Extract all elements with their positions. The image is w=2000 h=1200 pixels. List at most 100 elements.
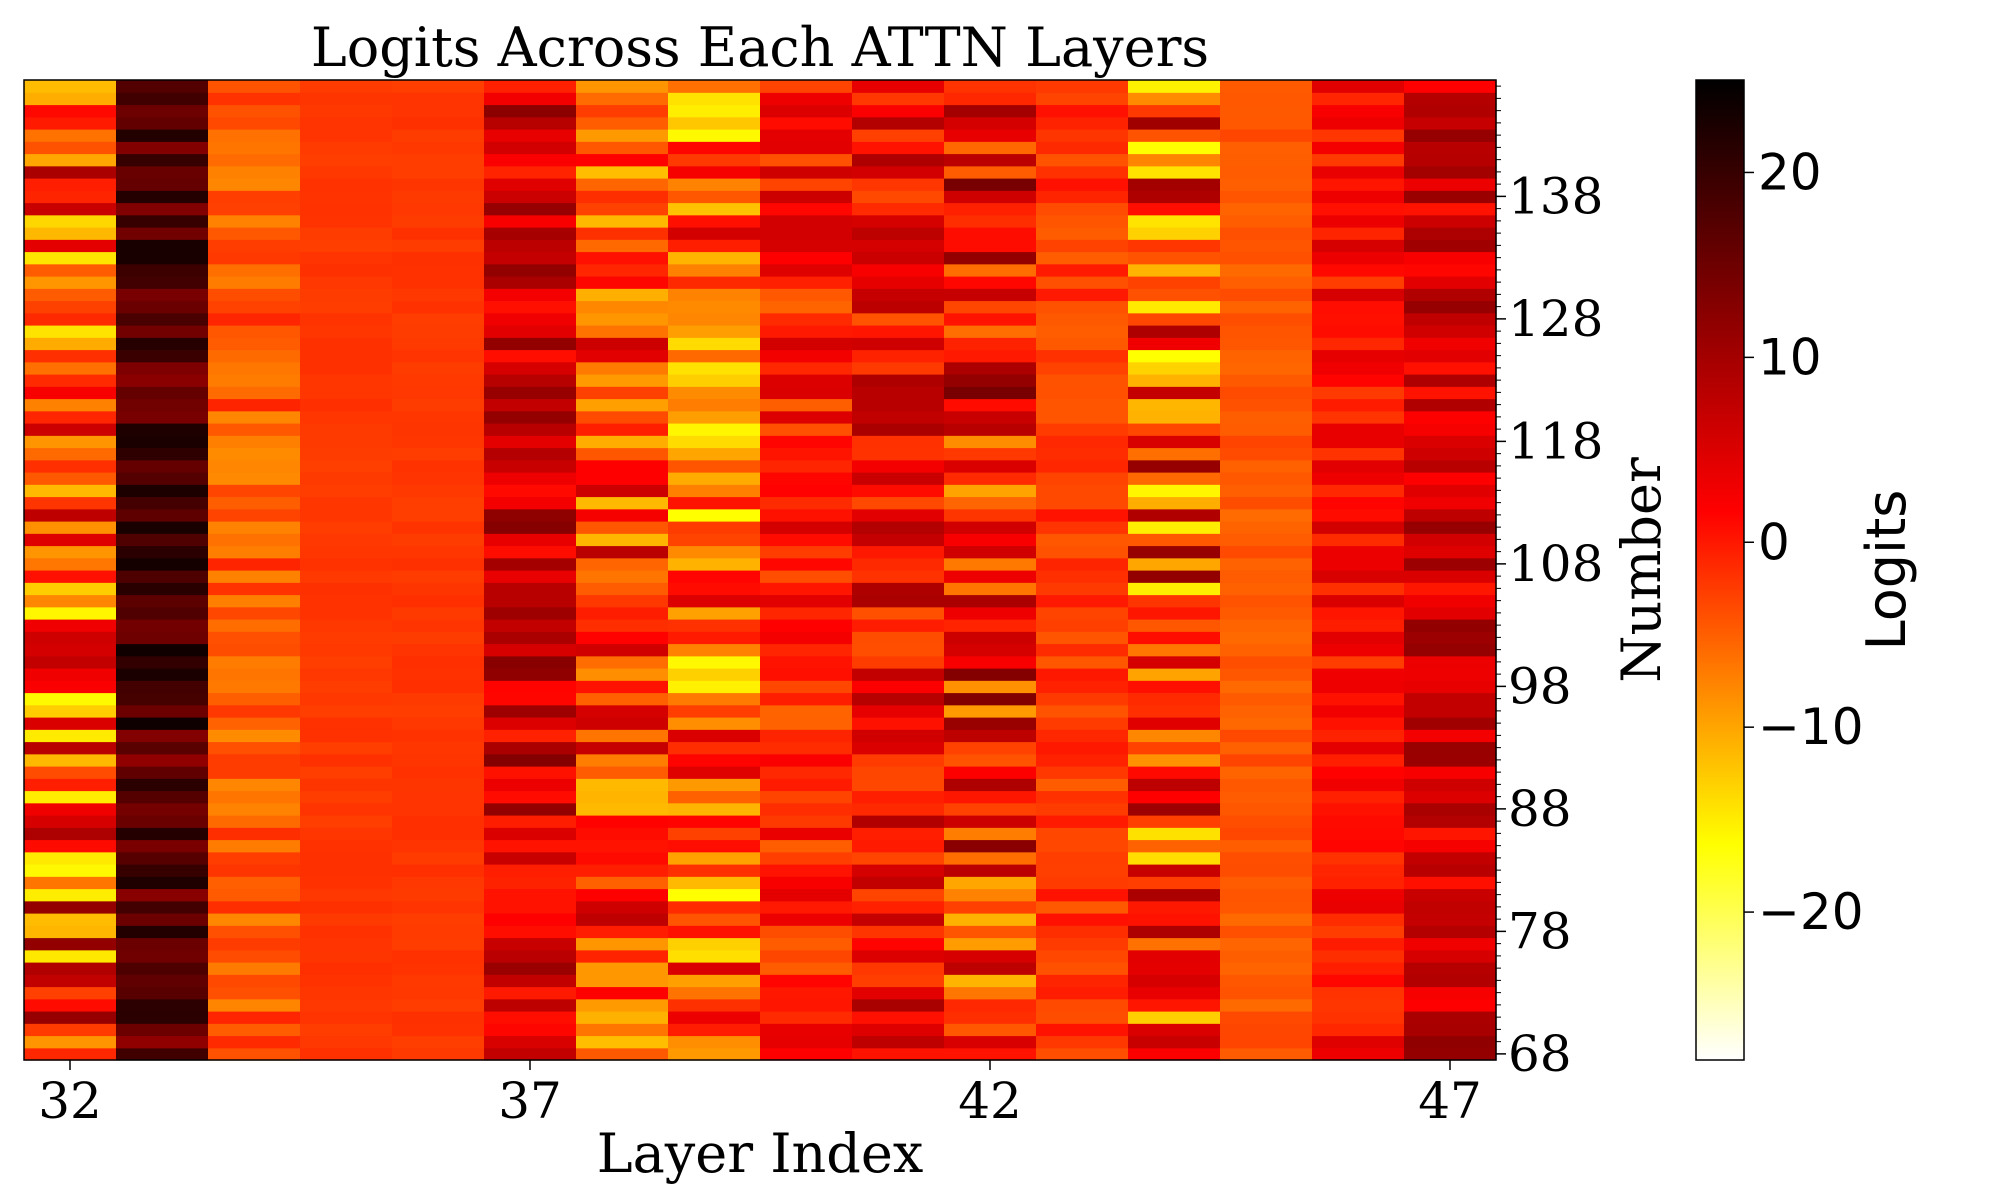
heatmap-cell	[300, 410, 393, 424]
heatmap-cell	[760, 888, 853, 902]
heatmap-cell	[668, 533, 761, 547]
heatmap-cell	[944, 1047, 1037, 1061]
heatmap-cell	[116, 753, 209, 767]
heatmap-cell	[24, 753, 117, 767]
heatmap-cell	[208, 839, 301, 853]
heatmap-cell	[1312, 447, 1405, 461]
heatmap-cell	[1128, 790, 1221, 804]
heatmap-cell	[1036, 680, 1129, 694]
heatmap-cell	[944, 839, 1037, 853]
heatmap-cell	[116, 913, 209, 926]
heatmap-cell	[1036, 325, 1129, 338]
heatmap-cell	[1404, 998, 1497, 1012]
heatmap-cell	[392, 839, 485, 853]
heatmap-cell	[944, 300, 1037, 314]
heatmap-cell	[1220, 1035, 1313, 1049]
heatmap-cell	[1220, 839, 1313, 853]
heatmap-cell	[208, 876, 301, 890]
heatmap-cell	[116, 300, 209, 314]
heatmap-cell	[24, 557, 117, 571]
heatmap-cell	[484, 557, 577, 571]
heatmap-cell	[576, 570, 669, 583]
heatmap-cell	[1404, 496, 1497, 510]
heatmap-cell	[944, 545, 1037, 559]
heatmap-cell	[116, 815, 209, 828]
heatmap-cell	[576, 92, 669, 106]
heatmap-cell	[1128, 974, 1221, 988]
heatmap-cell	[484, 545, 577, 559]
heatmap-cell	[852, 521, 945, 534]
heatmap-cell	[760, 827, 853, 841]
heatmap-cell	[300, 214, 393, 228]
heatmap-cell	[760, 619, 853, 632]
heatmap-cell	[392, 545, 485, 559]
heatmap-cell	[944, 570, 1037, 583]
heatmap-cell	[116, 668, 209, 681]
heatmap-cell	[760, 141, 853, 155]
heatmap-cell	[484, 619, 577, 632]
heatmap-cell	[668, 900, 761, 914]
heatmap-cell	[668, 129, 761, 142]
heatmap-cell	[576, 153, 669, 167]
heatmap-cell	[1128, 116, 1221, 130]
heatmap-cell	[208, 410, 301, 424]
heatmap-cell	[1312, 227, 1405, 240]
heatmap-cell	[1312, 1023, 1405, 1037]
heatmap-cell	[484, 778, 577, 792]
heatmap-cell	[300, 1047, 393, 1061]
heatmap-cell	[484, 631, 577, 645]
heatmap-cell	[1312, 484, 1405, 498]
heatmap-cell	[1220, 790, 1313, 804]
heatmap-cell	[24, 251, 117, 265]
heatmap-cell	[300, 937, 393, 951]
heatmap-cell	[760, 239, 853, 253]
heatmap-cell	[760, 165, 853, 179]
heatmap-cell	[392, 300, 485, 314]
heatmap-cell	[1036, 655, 1129, 669]
heatmap-cell	[484, 998, 577, 1012]
heatmap-cell	[1312, 300, 1405, 314]
heatmap-cell	[576, 276, 669, 289]
heatmap-cell	[208, 141, 301, 155]
heatmap-cell	[24, 937, 117, 951]
heatmap-cell	[760, 116, 853, 130]
heatmap-cell	[1128, 202, 1221, 216]
heatmap-cell	[944, 974, 1037, 988]
heatmap-cell	[24, 582, 117, 596]
heatmap-cell	[1036, 717, 1129, 730]
heatmap-cell	[484, 827, 577, 841]
heatmap-cell	[392, 631, 485, 645]
heatmap-cell	[1404, 557, 1497, 571]
heatmap-cell	[944, 521, 1037, 534]
heatmap-cell	[944, 459, 1037, 473]
heatmap-cell	[484, 129, 577, 142]
colorbar-tick-label: −10	[1758, 698, 1864, 756]
heatmap-cell	[1220, 129, 1313, 142]
heatmap-cell	[760, 974, 853, 988]
heatmap-cell	[116, 521, 209, 534]
heatmap-cell	[484, 92, 577, 106]
heatmap-cell	[116, 582, 209, 596]
heatmap-cell	[576, 900, 669, 914]
heatmap-cell	[392, 337, 485, 351]
y-tick-label: 108	[1508, 535, 1603, 593]
heatmap-cell	[668, 962, 761, 975]
heatmap-cell	[1404, 570, 1497, 583]
heatmap-cell	[760, 300, 853, 314]
heatmap-cell	[1036, 300, 1129, 314]
heatmap-cell	[484, 251, 577, 265]
heatmap-cell	[1312, 1035, 1405, 1049]
heatmap-cell	[1220, 508, 1313, 522]
heatmap-cell	[1312, 129, 1405, 142]
heatmap-cell	[1036, 570, 1129, 583]
heatmap-cell	[760, 202, 853, 216]
heatmap-cell	[576, 178, 669, 191]
heatmap-cell	[944, 410, 1037, 424]
heatmap-cell	[392, 398, 485, 412]
heatmap-cell	[1220, 998, 1313, 1012]
heatmap-cell	[576, 986, 669, 1000]
heatmap-cell	[852, 165, 945, 179]
heatmap-cell	[116, 239, 209, 253]
heatmap-cell	[944, 925, 1037, 939]
heatmap-cell	[484, 312, 577, 326]
